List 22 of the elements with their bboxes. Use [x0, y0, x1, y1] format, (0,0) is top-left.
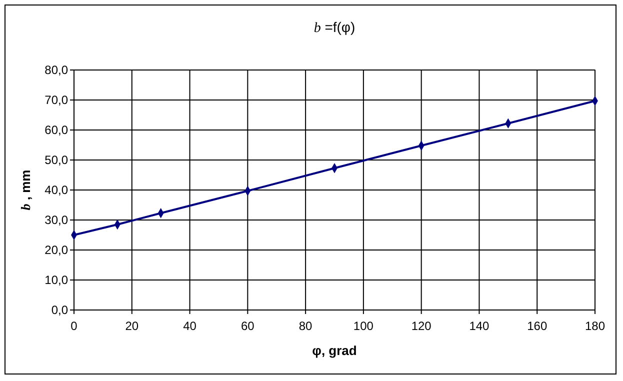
y-tick-label: 80,0 — [44, 63, 68, 78]
x-tick-label: 180 — [584, 319, 606, 333]
x-tick-label: 120 — [411, 319, 432, 333]
y-tick-label: 60,0 — [44, 123, 68, 138]
y-tick-label: 30,0 — [44, 213, 68, 228]
x-tick-label: 20 — [125, 319, 139, 333]
chart-title: b =f(φ) — [314, 19, 356, 36]
y-tick-label: 70,0 — [44, 93, 68, 108]
y-tick-label: 10,0 — [44, 273, 68, 288]
y-tick-label: 50,0 — [44, 153, 68, 168]
y-tick-label: 0,0 — [51, 303, 68, 318]
x-tick-label: 0 — [70, 319, 78, 333]
x-axis-title: φ, grad — [312, 343, 357, 358]
x-tick-label: 140 — [469, 319, 490, 333]
x-tick-label: 60 — [240, 319, 255, 333]
y-tick-label: 20,0 — [44, 243, 68, 258]
y-tick-label: 40,0 — [44, 183, 68, 198]
x-tick-label: 80 — [298, 319, 313, 333]
x-tick-label: 160 — [527, 319, 548, 333]
x-tick-label: 40 — [183, 319, 197, 333]
x-tick-label: 100 — [353, 319, 374, 333]
y-axis-title: b , mm — [18, 170, 33, 210]
